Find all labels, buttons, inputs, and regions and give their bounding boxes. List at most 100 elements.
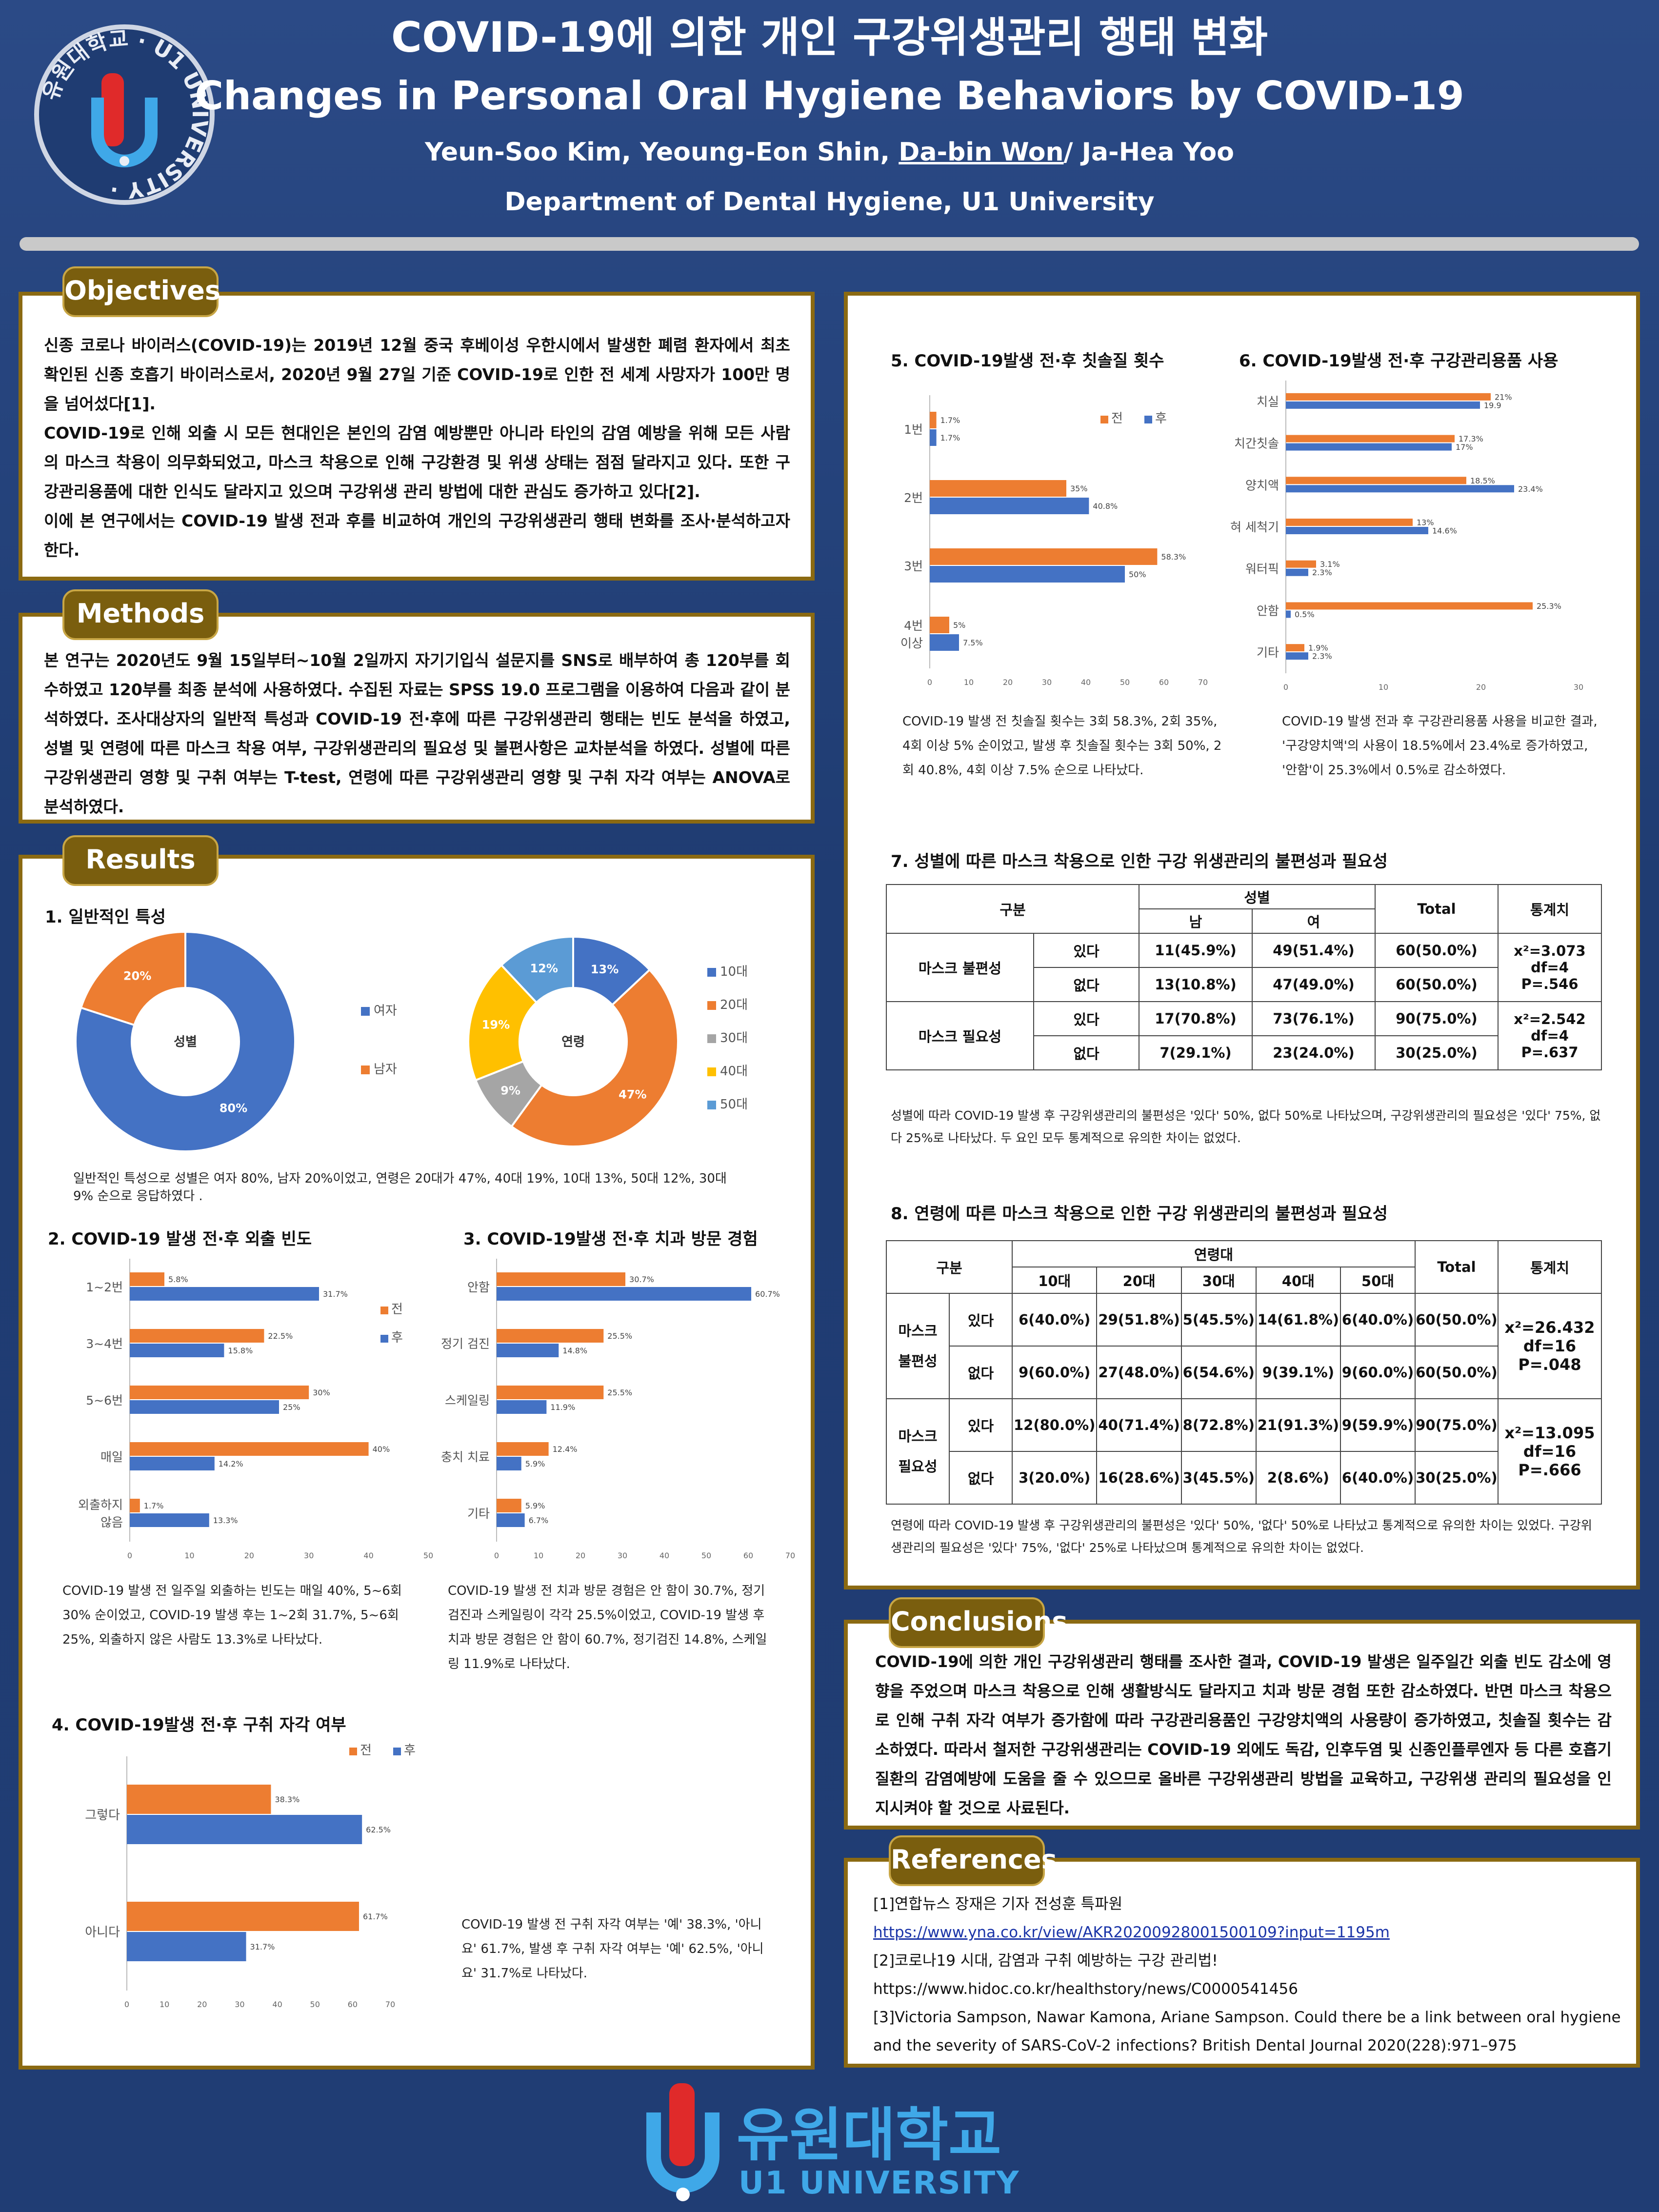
section-3-note: COVID-19 발생 전 치과 방문 경험은 안 함이 30.7%, 정기검진… — [448, 1584, 767, 1671]
bar — [497, 1344, 559, 1357]
donut-slice — [467, 964, 538, 1082]
t8-cell: 2(8.6%) — [1255, 1451, 1341, 1505]
axis-tick-label: 0 — [494, 1551, 499, 1560]
data-label: 2.3% — [1312, 568, 1332, 577]
t8-row-label-a: 마스크 — [898, 1428, 938, 1445]
axis-tick-label: 0 — [1283, 683, 1288, 692]
bar — [1286, 652, 1308, 660]
methods-panel: 본 연구는 2020년도 9월 15일부터~10월 2일까지 자기기입식 설문지… — [19, 613, 815, 824]
legend-label: 후 — [391, 1330, 403, 1345]
t8-cell: 3(45.5%) — [1180, 1451, 1257, 1505]
t7-row-necessity: 마스크 필요성 — [886, 1001, 1034, 1070]
t7-stat-df: df=4 — [1531, 959, 1569, 976]
bar — [930, 634, 959, 651]
axis-tick-label: 60 — [743, 1551, 753, 1560]
category-label: 스케일링 — [445, 1393, 490, 1408]
data-label: 13.3% — [213, 1516, 238, 1525]
reference-2-url[interactable]: https://www.hidoc.co.kr/healthstory/news… — [873, 1980, 1298, 1998]
t8-stat-discomfort: x²=26.432 df=16 P=.048 — [1498, 1293, 1602, 1399]
bar — [930, 480, 1066, 497]
t8-row-label-b: 필요성 — [898, 1458, 938, 1475]
axis-tick-label: 20 — [1003, 678, 1013, 687]
data-label: 6.7% — [529, 1516, 549, 1525]
t7-header-total: Total — [1375, 884, 1499, 934]
t8-cell: 8(72.8%) — [1180, 1398, 1257, 1452]
axis-tick-label: 10 — [184, 1551, 194, 1560]
axis-tick-label: 40 — [1081, 678, 1091, 687]
t8-no-label: 없다 — [949, 1346, 1013, 1399]
t8-row-necessity: 마스크 필요성 — [886, 1398, 950, 1505]
t7-stat-necessity: x²=2.542 df=4 P=.637 — [1498, 1001, 1602, 1070]
bar — [497, 1329, 604, 1343]
t8-no-label: 없다 — [949, 1451, 1013, 1505]
category-label: 양치액 — [1245, 478, 1279, 492]
bar — [130, 1442, 369, 1456]
axis-tick-label: 30 — [1574, 683, 1583, 692]
t8-cell: 90(75.0%) — [1415, 1398, 1499, 1452]
bar — [1286, 393, 1491, 401]
donut-slice — [510, 968, 679, 1147]
category-label: 기타 — [467, 1507, 490, 1521]
t8-cell: 6(40.0%) — [1011, 1293, 1098, 1347]
footer-logo-korean: 유원대학교 — [737, 2101, 1001, 2169]
axis-tick-label: 10 — [160, 2000, 169, 2009]
slice-label: 9% — [500, 1084, 520, 1098]
reference-1-url[interactable]: https://www.yna.co.kr/view/AKR2020092800… — [873, 1924, 1390, 1941]
results-tag: Results — [62, 835, 219, 886]
t8-row-discomfort: 마스크 불편성 — [886, 1293, 950, 1399]
t8-stat-df: df=16 — [1523, 1442, 1577, 1461]
bar — [1286, 401, 1480, 409]
axis-tick-label: 50 — [701, 1551, 711, 1560]
t7-cell: 13(10.8%) — [1139, 967, 1253, 1002]
t8-age-30: 30대 — [1180, 1267, 1257, 1294]
section-5-note: COVID-19 발생 전 칫솔질 횟수는 3회 58.3%, 2회 35%, … — [902, 714, 1222, 778]
category-label: 기타 — [1257, 645, 1279, 660]
category-label: 정기 검진 — [441, 1337, 490, 1351]
t7-yes-label: 있다 — [1033, 1001, 1139, 1036]
legend-label: 전 — [391, 1302, 403, 1317]
legend-swatch — [707, 1067, 716, 1076]
t8-cell: 3(20.0%) — [1011, 1451, 1098, 1505]
bar — [497, 1457, 521, 1470]
footer-logo-mark — [646, 2083, 720, 2201]
data-label: 30.7% — [629, 1275, 654, 1284]
t7-stat-chi: x²=3.073 — [1514, 943, 1586, 959]
reference-1-link[interactable]: https://www.yna.co.kr/view/AKR2020092800… — [873, 1918, 1624, 1947]
data-label: 12.4% — [553, 1445, 578, 1454]
t7-no-label: 없다 — [1033, 967, 1139, 1002]
section-5-title: 5. COVID-19발생 전·후 칫솔질 횟수 — [891, 351, 1164, 371]
bar — [130, 1344, 224, 1357]
reference-3: [3]Victoria Sampson, Nawar Kamona, Arian… — [873, 2009, 1621, 2054]
outing-frequency-chart: 0 10 20 30 40 50 1~2번 5.8% 31.7% 3~4번 22.5% 15.8% 5~… — [78, 1259, 433, 1560]
legend-label: 후 — [404, 1743, 416, 1758]
axis-tick-label: 50 — [1120, 678, 1130, 687]
axis-tick-label: 30 — [1042, 678, 1052, 687]
bar — [1286, 644, 1304, 652]
category-label: 2번 — [904, 491, 923, 505]
bar — [930, 498, 1089, 514]
t8-cell: 9(39.1%) — [1255, 1346, 1341, 1399]
t8-stat-necessity: x²=13.095 df=16 P=.666 — [1498, 1398, 1602, 1505]
legend-label: 10대 — [720, 965, 748, 979]
bar — [1286, 477, 1466, 484]
bar — [130, 1386, 309, 1399]
bar — [1286, 560, 1316, 568]
bar — [130, 1499, 140, 1512]
donut-slice — [80, 930, 186, 1026]
t7-header-female: 여 — [1252, 908, 1376, 934]
legend-swatch — [1100, 416, 1108, 423]
data-label: 60.7% — [755, 1289, 780, 1299]
data-label: 15.8% — [228, 1346, 253, 1355]
slice-label: 47% — [619, 1087, 646, 1101]
bar — [497, 1287, 752, 1301]
t8-cell: 30(25.0%) — [1415, 1451, 1499, 1505]
category-label: 않음 — [100, 1515, 123, 1529]
bar — [1286, 568, 1308, 576]
t8-age-20: 20대 — [1096, 1267, 1182, 1294]
category-label: 워터픽 — [1245, 562, 1279, 576]
axis-tick-label: 70 — [385, 2000, 395, 2009]
t7-stat-df: df=4 — [1531, 1027, 1569, 1044]
bar — [1286, 527, 1428, 534]
donut-slice — [75, 930, 296, 1152]
